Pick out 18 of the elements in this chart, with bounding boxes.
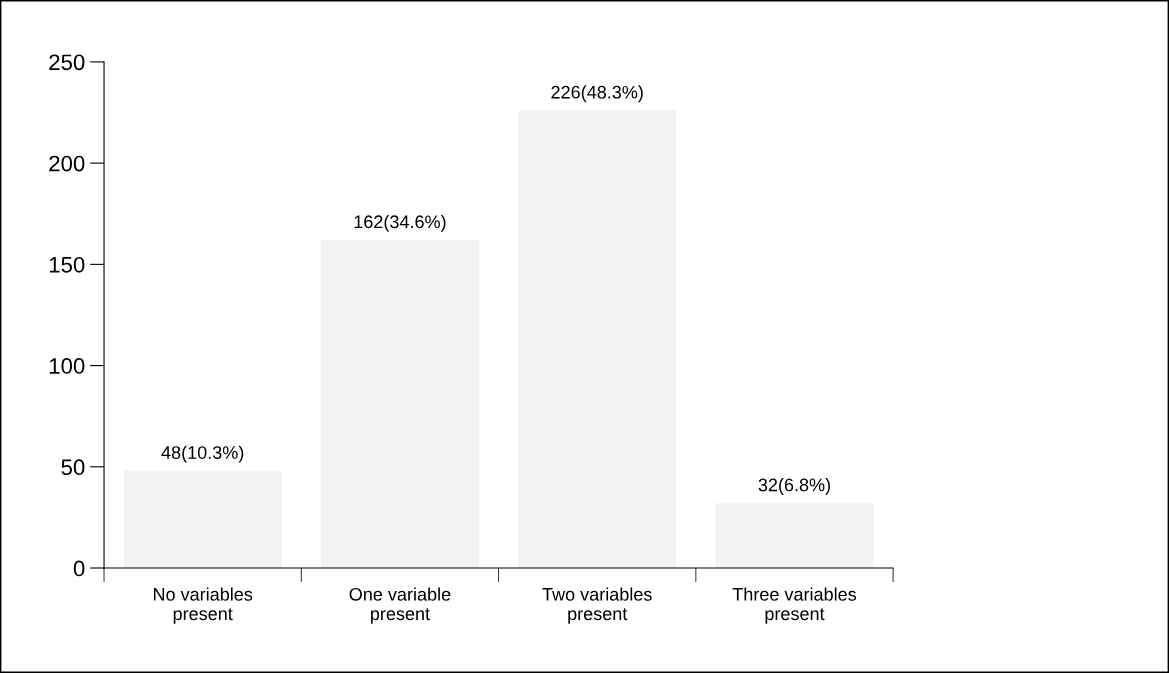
bar [715,503,874,569]
bar [518,110,677,569]
data-label: 226(48.3%) [551,85,643,103]
x-tick-label: Two variables present [542,587,652,624]
y-tick-label: 100 [49,358,85,374]
data-label: 162(34.6%) [354,214,446,232]
bar [321,240,479,569]
x-tick-label: One variable present [349,587,451,624]
y-tick-label: 250 [49,54,85,71]
y-tick-label: 50 [61,459,85,476]
y-tick-label: 0 [73,560,85,577]
x-tick-label: No variables present [153,587,253,624]
y-tick-label: 150 [49,256,85,273]
x-tick-label: Three variables present [732,587,857,624]
data-label: 48(10.3%) [161,445,244,463]
bar [123,470,282,569]
data-label: 32(6.8%) [758,478,830,495]
y-tick-label: 200 [49,155,85,172]
